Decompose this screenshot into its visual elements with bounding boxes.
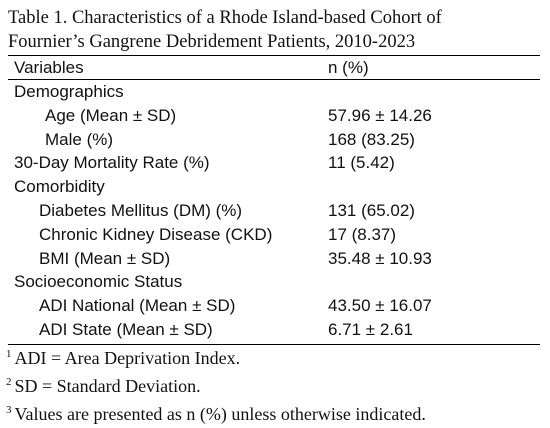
title-line: Fournier’s Gangrene Debridement Patients…	[8, 32, 416, 52]
value-cell: 6.71 ± 2.61	[328, 319, 413, 339]
table-row: Diabetes Mellitus (DM) (%) 131 (65.02)	[8, 199, 540, 223]
value-cell: 35.48 ± 10.93	[328, 248, 432, 268]
row-label: Age (Mean ± SD)	[45, 105, 177, 125]
header-cell: n (%)	[328, 58, 369, 77]
section-row: Socioeconomic Status	[8, 270, 540, 294]
row-label: Male (%)	[45, 129, 114, 149]
section-row: Demographics	[8, 80, 540, 104]
value-cell: 168 (83.25)	[328, 129, 415, 149]
footnote-text: Values are presented as n (%) unless oth…	[14, 404, 426, 424]
row-label: BMI (Mean ± SD)	[39, 248, 171, 268]
footnote: 3 Values are presented as n (%) unless ot…	[6, 398, 426, 426]
table-row: ADI State (Mean ± SD) 6.71 ± 2.61	[8, 318, 540, 342]
footnotes: 1 ADI = Area Deprivation Index. 2 SD = Stan…	[6, 342, 426, 426]
table-row: Male (%) 168 (83.25)	[8, 128, 540, 152]
table-body: Demographics Age (Mean ± SD) 57.96 ± 14.26…	[8, 80, 540, 345]
value-cell: 11 (5.42)	[328, 153, 395, 173]
section-row: Comorbidity	[8, 175, 540, 199]
footnote-marker: 1	[6, 348, 12, 360]
footnote: 1 ADI = Area Deprivation Index.	[6, 342, 426, 370]
row-label: Chronic Kidney Disease (CKD)	[39, 224, 273, 244]
section-label: Comorbidity	[14, 177, 105, 197]
row-label: Diabetes Mellitus (DM) (%)	[39, 200, 243, 220]
table-row: Chronic Kidney Disease (CKD) 17 (8.37)	[8, 223, 540, 247]
row-label: ADI National (Mean ± SD)	[39, 296, 236, 316]
table-row: Age (Mean ± SD) 57.96 ± 14.26	[8, 104, 540, 128]
value-cell: 131 (65.02)	[328, 200, 415, 220]
footnote-marker: 2	[6, 376, 12, 388]
table-row: ADI National (Mean ± SD) 43.50 ± 16.07	[8, 294, 540, 318]
value-cell: 17 (8.37)	[328, 224, 397, 244]
footnote-text: ADI = Area Deprivation Index.	[14, 348, 241, 368]
section-label: Demographics	[14, 82, 124, 101]
table-title: Table 1. Characteristics of a Rhode Isla…	[8, 6, 548, 54]
footnote: 2 SD = Standard Deviation.	[6, 370, 426, 398]
row-label: ADI State (Mean ± SD)	[39, 319, 213, 339]
footnote-marker: 3	[6, 404, 12, 416]
header-cell: Variables	[14, 58, 84, 77]
section-label: 30-Day Mortality Rate (%)	[14, 153, 210, 173]
title-line: Table 1. Characteristics of a Rhode Isla…	[8, 8, 442, 28]
value-cell: 57.96 ± 14.26	[328, 105, 432, 125]
table-row: BMI (Mean ± SD) 35.48 ± 10.93	[8, 247, 540, 271]
footnote-text: SD = Standard Deviation.	[14, 376, 201, 396]
section-label: Socioeconomic Status	[14, 272, 183, 292]
table-header: Variables n (%)	[8, 55, 540, 80]
value-cell: 43.50 ± 16.07	[328, 296, 432, 316]
section-row: 30-Day Mortality Rate (%) 11 (5.42)	[8, 151, 540, 175]
table: Variables n (%) Demographics Age (Mean ± …	[8, 55, 540, 345]
